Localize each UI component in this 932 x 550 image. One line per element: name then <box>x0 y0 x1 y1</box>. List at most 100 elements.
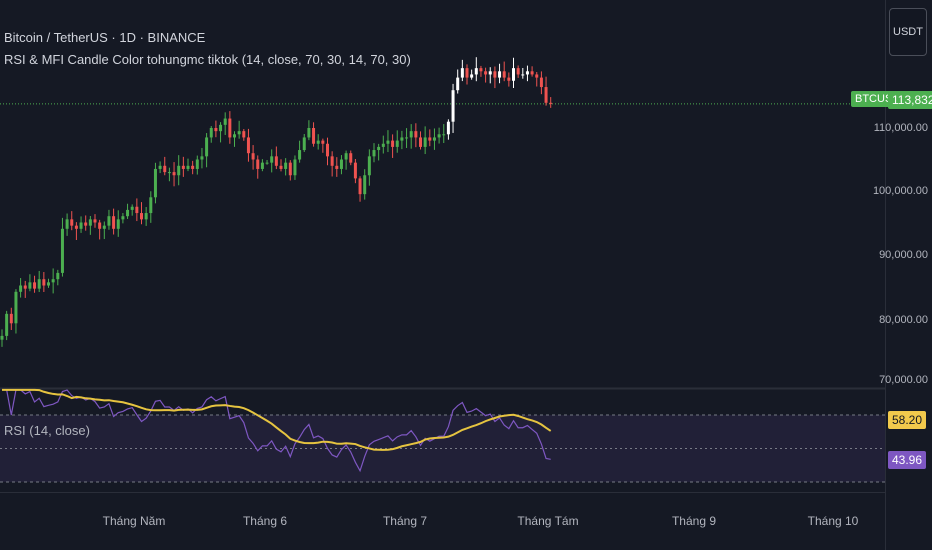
candle-body <box>312 128 316 144</box>
candle-body <box>307 128 311 138</box>
candle-body <box>102 225 106 229</box>
candle-body <box>507 77 511 81</box>
rsi-ma-line <box>2 388 552 451</box>
candle-body <box>349 153 353 163</box>
candle-body <box>260 162 264 169</box>
rsi-title[interactable]: RSI (14, close) <box>4 423 90 438</box>
price-tick-100000: 100,000.00 <box>872 185 928 197</box>
candle-body <box>419 137 422 147</box>
rsi-line <box>2 389 551 473</box>
candle-body <box>233 134 236 138</box>
candle-body <box>79 222 83 229</box>
candle-body <box>470 74 474 78</box>
candle-body <box>544 87 548 103</box>
price-tick-80000: 80,000.00 <box>879 314 928 326</box>
candle-body <box>88 219 92 226</box>
candle-body <box>521 74 525 76</box>
candle-body <box>274 156 278 166</box>
candle-body <box>228 118 232 138</box>
candle-body <box>251 153 255 160</box>
candle-body <box>353 162 357 179</box>
candle-body <box>414 131 418 138</box>
symbol-title[interactable]: Bitcoin / TetherUS · 1D · BINANCE <box>4 30 206 45</box>
candle-body <box>428 137 432 141</box>
time-label-september: Tháng 9 <box>671 514 717 528</box>
candle-body <box>200 156 204 160</box>
symbol-legend[interactable]: Bitcoin / TetherUS · 1D · BINANCE <box>4 30 205 45</box>
candle-body <box>5 313 9 336</box>
chart-canvas[interactable] <box>0 0 885 550</box>
candle-body <box>405 137 409 139</box>
price-axis[interactable]: 110,000.00 100,000.00 90,000.00 80,000.0… <box>873 0 932 550</box>
candle-body <box>381 143 385 147</box>
candle-body <box>446 121 450 135</box>
candle-body <box>130 206 134 210</box>
candle-body <box>330 156 334 166</box>
candle-body <box>321 140 325 144</box>
candles-group <box>0 57 553 347</box>
candle-body <box>167 172 171 174</box>
candle-body <box>135 206 139 214</box>
candle-body <box>335 165 339 169</box>
candle-body <box>23 285 27 289</box>
candle-body <box>530 71 534 75</box>
candle-body <box>409 131 413 138</box>
candle-body <box>488 71 492 75</box>
candle-body <box>56 272 60 280</box>
currency-button[interactable]: USDT <box>889 8 927 56</box>
candle-body <box>400 137 404 141</box>
rsi-value-tag: 43.96 <box>888 451 927 469</box>
candle-body <box>144 213 148 220</box>
candle-body <box>293 159 297 176</box>
candle-body <box>437 134 441 138</box>
candle-body <box>60 228 64 273</box>
candle-body <box>549 102 553 104</box>
candle-body <box>465 68 469 78</box>
candle-body <box>460 68 464 78</box>
last-price-tag: 113,832.92 <box>888 91 932 109</box>
candle-body <box>65 219 69 229</box>
price-tick-110000: 110,000.00 <box>873 122 928 134</box>
candle-body <box>326 143 329 157</box>
candle-body <box>339 159 343 169</box>
candle-body <box>344 153 348 160</box>
candle-body <box>479 68 483 72</box>
candle-body <box>158 165 162 169</box>
candle-body <box>51 279 55 283</box>
candle-body <box>126 209 130 217</box>
candle-body <box>205 137 209 157</box>
candle-body <box>219 124 223 132</box>
candle-body <box>372 150 376 157</box>
candle-body <box>363 175 367 195</box>
candle-body <box>316 140 320 144</box>
candle-body <box>535 74 539 78</box>
candle-body <box>70 219 74 226</box>
candle-body <box>209 128 213 138</box>
time-label-october: Tháng 10 <box>807 514 859 528</box>
candle-body <box>484 71 488 75</box>
candle-body <box>112 216 116 229</box>
candle-body <box>246 137 250 154</box>
candle-body <box>0 335 4 340</box>
rsi-legend[interactable]: RSI (14, close) <box>4 423 90 438</box>
chart-area[interactable]: Bitcoin / TetherUS · 1D · BINANCE RSI & … <box>0 0 885 550</box>
candle-body <box>153 168 157 198</box>
candle-body <box>237 131 241 135</box>
candle-body <box>107 216 111 226</box>
candle-body <box>395 140 399 147</box>
indicator-legend[interactable]: RSI & MFI Candle Color tohungmc tiktok (… <box>4 52 411 67</box>
candle-body <box>358 178 362 195</box>
candle-body <box>37 279 41 289</box>
candle-body <box>242 131 246 138</box>
candle-body <box>423 137 427 147</box>
candle-body <box>140 213 143 220</box>
candle-body <box>451 90 455 122</box>
candle-body <box>116 219 120 229</box>
candle-body <box>42 279 46 286</box>
candle-body <box>493 71 497 78</box>
candle-body <box>214 128 218 132</box>
indicator-title[interactable]: RSI & MFI Candle Color tohungmc tiktok (… <box>4 52 411 67</box>
candle-body <box>284 162 288 169</box>
candle-body <box>74 225 78 229</box>
candle-body <box>172 172 176 176</box>
